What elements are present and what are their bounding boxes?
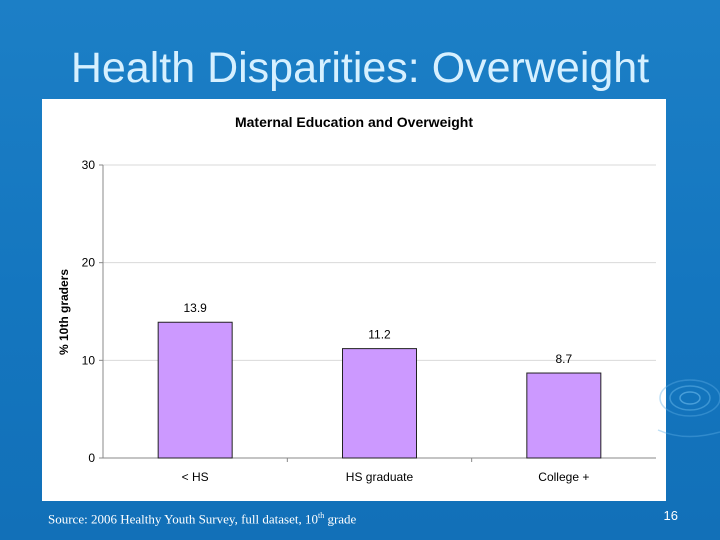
bar-chart: Maternal Education and Overweight % 10th… <box>57 114 656 484</box>
source-text: Source: 2006 Healthy Youth Survey, full … <box>48 511 318 527</box>
source-superscript: th <box>317 511 325 520</box>
bar <box>526 372 602 459</box>
y-tick-label: 10 <box>82 353 96 367</box>
water-ripple-decoration <box>657 379 720 438</box>
y-tick-label: 0 <box>88 451 95 465</box>
bar <box>342 348 417 459</box>
source-text-end: grade <box>324 511 357 527</box>
chart-panel: Maternal Education and Overweight % 10th… <box>42 99 666 501</box>
source-note: Source: 2006 Healthy Youth Survey, full … <box>48 507 356 528</box>
bar <box>157 321 233 459</box>
slide-number: 16 <box>663 508 678 523</box>
y-axis-label: % 10th graders <box>57 269 71 355</box>
bar-data-label: 8.7 <box>555 352 572 366</box>
y-tick-label: 30 <box>82 158 96 172</box>
x-category-label: HS graduate <box>346 470 414 484</box>
x-category-label: < HS <box>182 470 209 484</box>
bar-data-label: 13.9 <box>183 301 207 315</box>
bar-data-label: 11.2 <box>368 328 391 342</box>
slide-title: Health Disparities: Overweight <box>70 44 650 92</box>
y-tick-label: 20 <box>82 256 96 270</box>
x-category-label: College + <box>538 470 589 484</box>
chart-title: Maternal Education and Overweight <box>235 114 473 130</box>
